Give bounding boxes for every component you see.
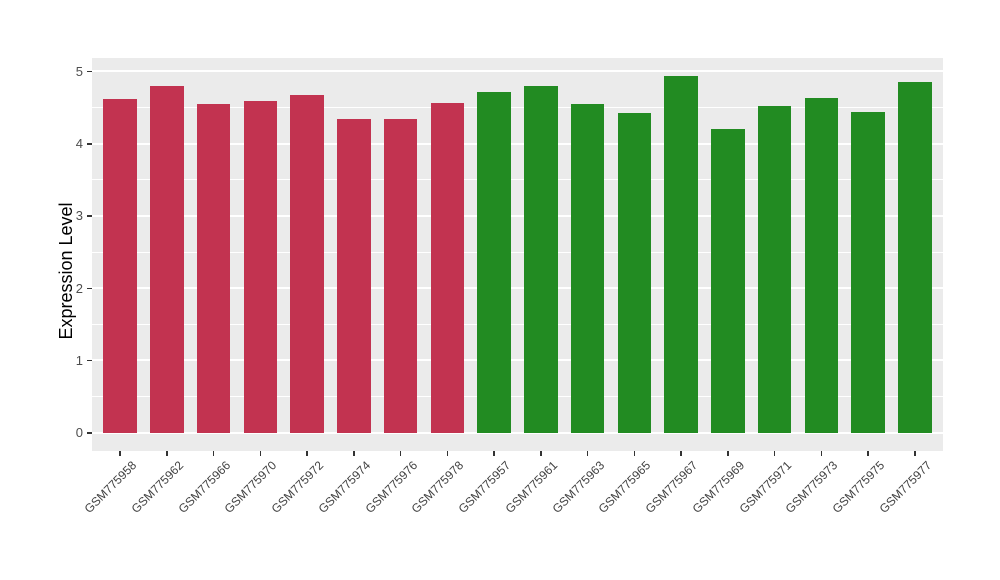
x-tick-label: GSM775966 — [175, 458, 233, 516]
bar — [430, 103, 465, 433]
x-axis-tick — [446, 451, 449, 456]
bar — [851, 112, 885, 433]
gridline-major — [92, 142, 943, 145]
bar — [524, 86, 558, 433]
x-tick-label: GSM775976 — [362, 458, 420, 516]
bar — [757, 105, 792, 433]
bar — [477, 92, 511, 433]
x-axis-tick — [119, 451, 121, 456]
x-tick-label: GSM775957 — [455, 458, 514, 516]
x-axis-tick — [820, 451, 823, 456]
y-tick-label: 5 — [75, 63, 83, 79]
x-tick-label: GSM775958 — [81, 458, 140, 516]
y-axis-tick — [87, 359, 92, 362]
x-tick-label: GSM775973 — [783, 458, 841, 516]
gridline-minor — [92, 396, 943, 398]
bar — [196, 103, 231, 433]
bar — [617, 113, 652, 433]
x-axis-tick — [727, 451, 729, 456]
x-tick-label: GSM775974 — [315, 458, 374, 516]
gridline-major — [92, 214, 943, 217]
y-axis-tick — [87, 287, 92, 290]
bar — [383, 119, 418, 433]
bar — [337, 119, 371, 433]
gridline-major — [92, 431, 943, 434]
gridline-major — [92, 359, 943, 362]
x-tick-label: GSM775969 — [689, 458, 748, 516]
x-tick-label: GSM775978 — [408, 458, 467, 516]
x-axis-tick — [680, 451, 682, 456]
x-tick-label: GSM775963 — [549, 458, 607, 516]
gridline-major — [92, 287, 943, 290]
plot-panel — [92, 58, 943, 451]
bar — [150, 85, 184, 433]
bar — [570, 103, 605, 433]
bar — [664, 76, 698, 433]
bar — [290, 95, 324, 433]
x-axis-tick — [306, 451, 308, 456]
y-tick-label: 2 — [75, 280, 83, 296]
y-tick-label: 0 — [75, 425, 83, 441]
x-tick-label: GSM775975 — [829, 458, 888, 516]
gridline-minor — [92, 106, 943, 108]
x-axis-tick — [212, 451, 215, 456]
gridline-major — [92, 70, 943, 73]
y-axis-tick — [87, 70, 92, 73]
x-axis-tick — [633, 451, 636, 456]
x-axis-tick — [353, 451, 355, 456]
x-axis-tick — [259, 451, 262, 456]
x-axis-tick — [773, 451, 776, 456]
gridline-minor — [92, 251, 943, 253]
bar — [898, 82, 932, 433]
x-axis-tick — [540, 451, 542, 456]
y-tick-label: 3 — [75, 208, 83, 224]
x-axis-tick — [493, 451, 495, 456]
x-tick-label: GSM775962 — [128, 458, 187, 516]
gridline-minor — [92, 323, 943, 325]
x-axis-tick — [586, 451, 589, 456]
y-axis-tick — [87, 143, 92, 145]
y-axis-title: Expression Level — [56, 202, 76, 340]
y-axis-tick — [87, 432, 92, 434]
x-tick-label: GSM775965 — [596, 458, 654, 516]
x-tick-label: GSM775961 — [502, 458, 561, 516]
x-tick-label: GSM775967 — [642, 458, 701, 516]
x-axis-tick — [914, 451, 916, 456]
x-tick-label: GSM775972 — [268, 458, 327, 516]
bar — [103, 98, 137, 433]
x-tick-label: GSM775970 — [221, 458, 280, 516]
y-tick-label: 4 — [75, 136, 83, 152]
x-axis-tick — [867, 451, 869, 456]
x-axis-tick — [166, 451, 168, 456]
x-axis-tick — [399, 451, 402, 456]
y-axis-tick — [87, 215, 92, 217]
bar — [711, 129, 745, 433]
bar — [243, 100, 278, 433]
gridline-minor — [92, 179, 943, 181]
x-tick-label: GSM775971 — [736, 458, 794, 516]
x-tick-label: GSM775977 — [876, 458, 935, 516]
y-tick-label: 1 — [75, 352, 83, 368]
bar — [804, 98, 839, 433]
